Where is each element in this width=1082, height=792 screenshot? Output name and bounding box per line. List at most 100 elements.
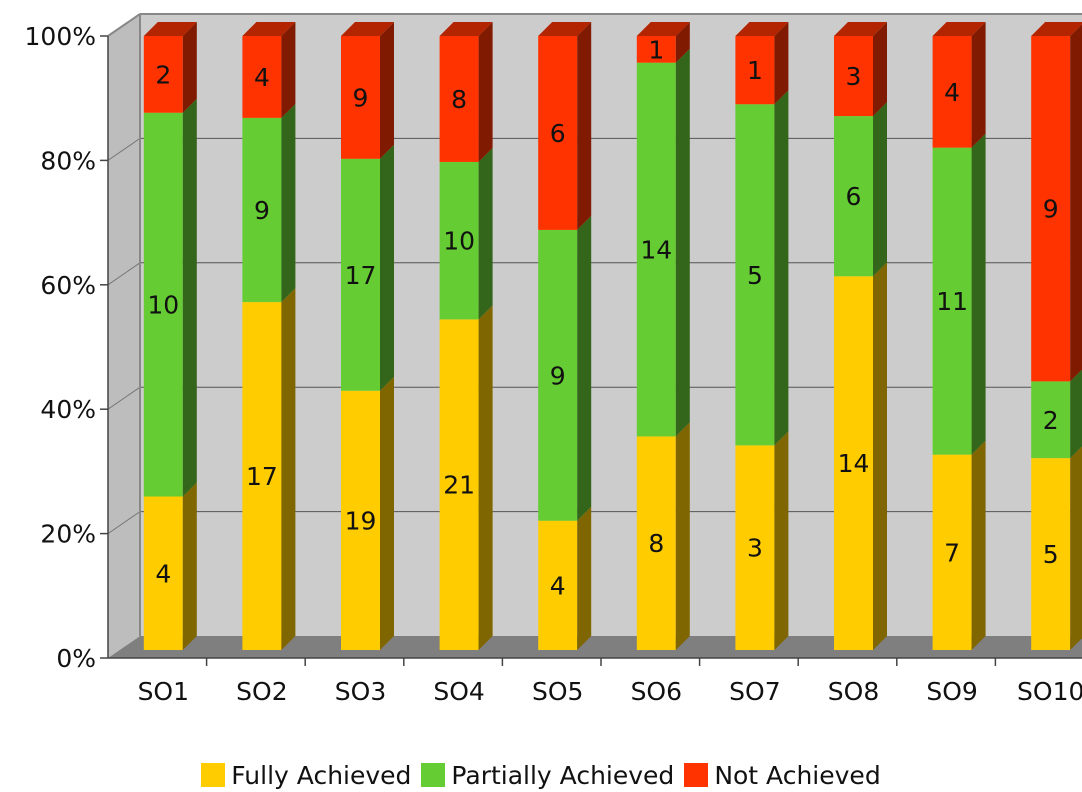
legend-label-partially-achieved: Partially Achieved [451,760,675,790]
legend-swatch-not-achieved [684,763,709,787]
bar-segment-side [873,262,887,650]
y-tick-label: 20% [40,520,96,549]
data-label: 9 [254,196,270,225]
data-label: 17 [345,261,377,290]
legend: Fully Achieved Partially Achieved Not Ac… [0,760,1082,790]
bar-segment-side [281,103,296,303]
bar-segment [932,454,972,650]
bar-segment-side [675,422,690,650]
x-tick-label: SO4 [433,677,484,706]
data-label: 14 [640,236,672,265]
x-tick-label: SO8 [828,677,879,706]
bar-segment-side [1070,369,1082,459]
bar-segment-side [774,431,789,650]
data-label: 21 [443,471,475,500]
x-tick-label: SO1 [138,677,189,706]
legend-swatch-fully-achieved [201,763,226,787]
bar-segment-side [675,22,690,63]
data-label: 10 [147,291,179,320]
x-tick-label: SO9 [926,677,977,706]
data-label: 7 [944,538,960,567]
bar-top-face [143,22,197,36]
bar-top-face [932,22,986,36]
data-label: 6 [846,182,862,211]
side-wall [108,14,140,658]
legend-swatch-partially-achieved [421,763,446,787]
data-label: 8 [451,85,467,114]
bar-segment [932,36,972,148]
bar-top-face [1031,22,1082,36]
bar-segment [834,276,873,650]
bar-segment-side [577,215,592,521]
bar-segment [538,229,578,521]
bar-segment [636,36,676,63]
data-label: 1 [648,35,664,64]
bar-segment [242,36,282,118]
bar-top-face [242,22,296,36]
bar-segment-side [380,376,394,650]
x-tick-label: SO10 [1017,677,1082,706]
bar-segment-side [971,133,986,455]
y-tick-label: 60% [40,271,96,300]
y-tick-label: 0% [56,644,96,673]
data-label: 9 [353,83,369,112]
x-tick-label: SO2 [236,677,287,706]
data-label: 5 [747,261,763,290]
bar-segment-side [182,22,197,113]
data-label: 2 [1043,406,1059,435]
x-tick-label: SO5 [532,677,583,706]
bar-segment [735,104,775,446]
bar-segment [538,36,578,230]
bar-top-face [834,22,887,36]
bar-top-face [439,22,493,36]
gridline-side [107,137,141,161]
bar-segment [439,319,479,650]
bar-segment [834,116,873,277]
data-label: 9 [1043,195,1059,224]
bar-segment-side [478,305,493,650]
bar-segment [932,147,972,455]
bar-segment-side [873,102,887,277]
data-label: 14 [838,449,870,478]
bar-segment-side [971,22,986,148]
bar-segment-side [675,48,690,437]
gridline-side [107,511,141,535]
bar-segment-side [478,147,493,320]
legend-item-fully-achieved: Fully Achieved [201,761,411,790]
bar-segment-side [774,22,789,105]
bar-segment [242,117,282,303]
data-label: 6 [550,119,566,148]
bar-segment [341,158,380,391]
legend-label-not-achieved: Not Achieved [714,760,881,790]
bar-segment-side [971,440,986,650]
x-tick-label: SO7 [729,677,780,706]
y-tick-label: 100% [25,22,96,51]
bar-segment [143,36,183,113]
bar-segment-side [774,90,789,446]
bar-segment [341,36,380,159]
bar-segment-side [577,506,592,650]
bar-top-face [538,22,592,36]
bar-segment [341,390,380,650]
bar-segment [439,36,479,162]
side-wall-edge [107,13,141,37]
data-label: 19 [345,506,377,535]
bar-segment [439,161,479,320]
bar-top-face [636,22,690,36]
bar-segment [1031,381,1071,459]
gridline-side [107,262,141,286]
bar-segment [1031,36,1071,382]
legend-item-not-achieved: Not Achieved [684,760,881,790]
bar-segment-side [873,22,887,117]
bar-segment [538,520,578,650]
data-label: 4 [155,559,171,588]
data-label: 3 [747,534,763,563]
bar-segment-side [281,288,296,650]
legend-item-partially-achieved: Partially Achieved [421,761,674,790]
data-label: 9 [550,361,566,390]
data-label: 17 [246,462,278,491]
bar-segment-side [1070,446,1082,650]
y-tick-label: 40% [40,395,96,424]
bar-top-face [735,22,789,36]
bar-segment-side [182,482,197,650]
